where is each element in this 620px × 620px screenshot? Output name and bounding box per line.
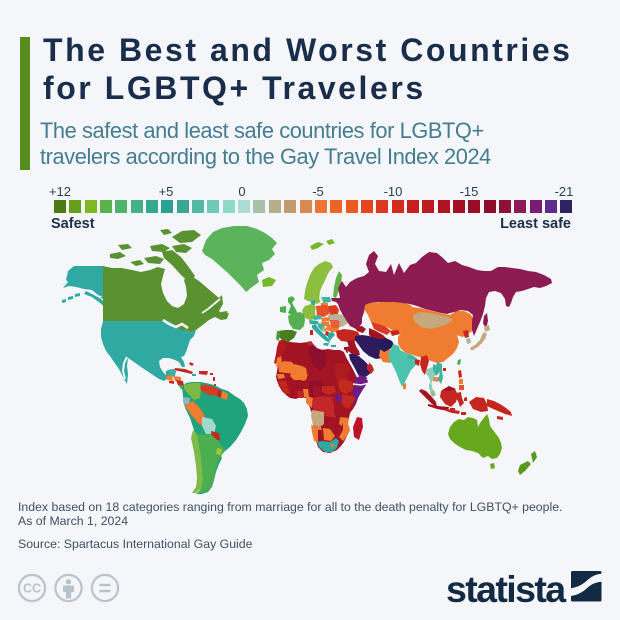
svg-text:CC: CC: [23, 582, 41, 596]
svg-text:statista: statista: [446, 568, 567, 606]
